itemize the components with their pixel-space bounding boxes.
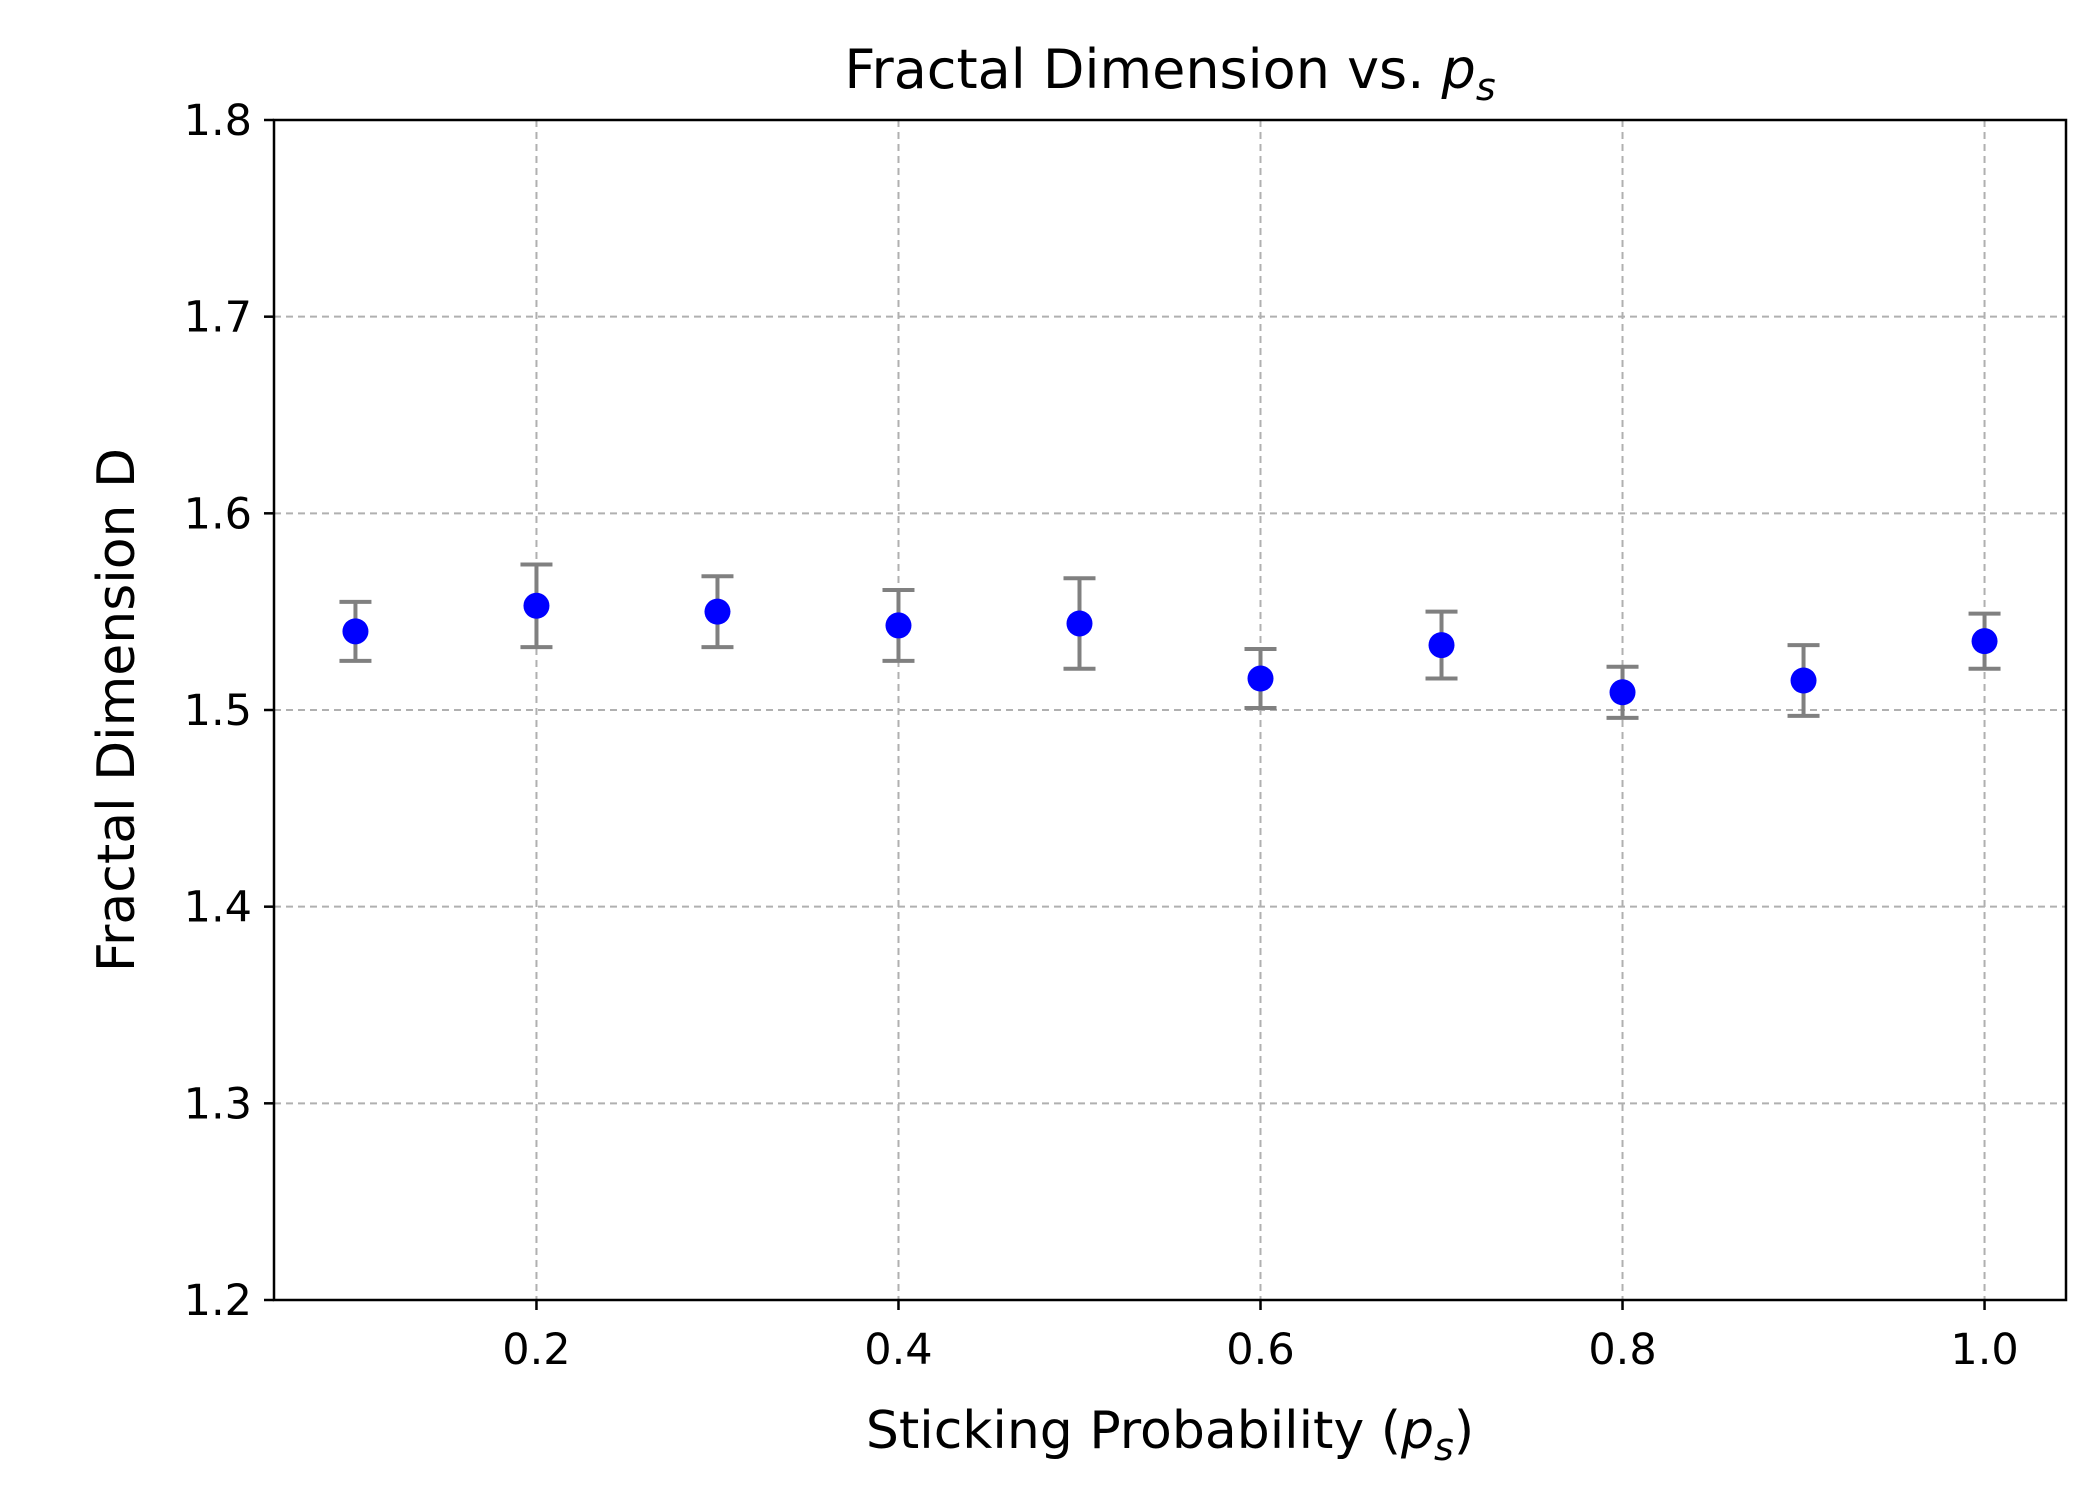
x-axis-title-math: p — [1400, 1401, 1434, 1461]
y-tick-label: 1.8 — [184, 96, 252, 146]
x-tick-label: 0.2 — [502, 1325, 570, 1375]
data-point — [885, 612, 912, 639]
chart-title-text: Fractal Dimension vs. — [844, 38, 1441, 101]
data-point — [1790, 667, 1817, 694]
x-axis-title-suffix: ) — [1454, 1401, 1474, 1461]
data-point — [523, 592, 550, 619]
x-tick-label: 0.6 — [1226, 1325, 1294, 1375]
chart-title: Fractal Dimension vs. ps — [844, 38, 1495, 109]
y-tick-label: 1.7 — [184, 293, 252, 343]
y-tick-label: 1.6 — [184, 489, 252, 539]
x-axis-title-math-sub: s — [1434, 1425, 1454, 1469]
x-axis-title-text: Sticking Probability ( — [866, 1401, 1401, 1461]
y-tick-label: 1.2 — [184, 1276, 252, 1326]
y-tick-label: 1.4 — [184, 883, 252, 933]
y-tick-label: 1.3 — [184, 1079, 252, 1129]
data-points — [342, 592, 1998, 706]
data-point — [1609, 679, 1636, 706]
y-axis-title: Fractal Dimension D — [87, 448, 147, 972]
x-tick-label: 1.0 — [1950, 1325, 2018, 1375]
x-tick-label: 0.8 — [1588, 1325, 1656, 1375]
chart-title-math-sub: s — [1476, 65, 1496, 109]
data-point — [704, 598, 731, 625]
x-axis-title: Sticking Probability (ps) — [866, 1401, 1474, 1469]
data-point — [342, 618, 369, 645]
ticks: 0.2 0.4 0.6 0.8 1.0 1.2 1.3 1.4 1.5 1.6 1.7 1.8 — [184, 96, 2019, 1375]
data-point — [1428, 632, 1455, 659]
y-tick-label: 1.5 — [184, 686, 252, 736]
error-bars — [339, 562, 2001, 720]
x-tick-label: 0.4 — [864, 1325, 932, 1375]
data-point — [1247, 665, 1274, 692]
grid — [274, 120, 2066, 1300]
chart-title-math: p — [1441, 38, 1476, 101]
data-point — [1066, 610, 1093, 637]
data-point — [1971, 628, 1998, 655]
